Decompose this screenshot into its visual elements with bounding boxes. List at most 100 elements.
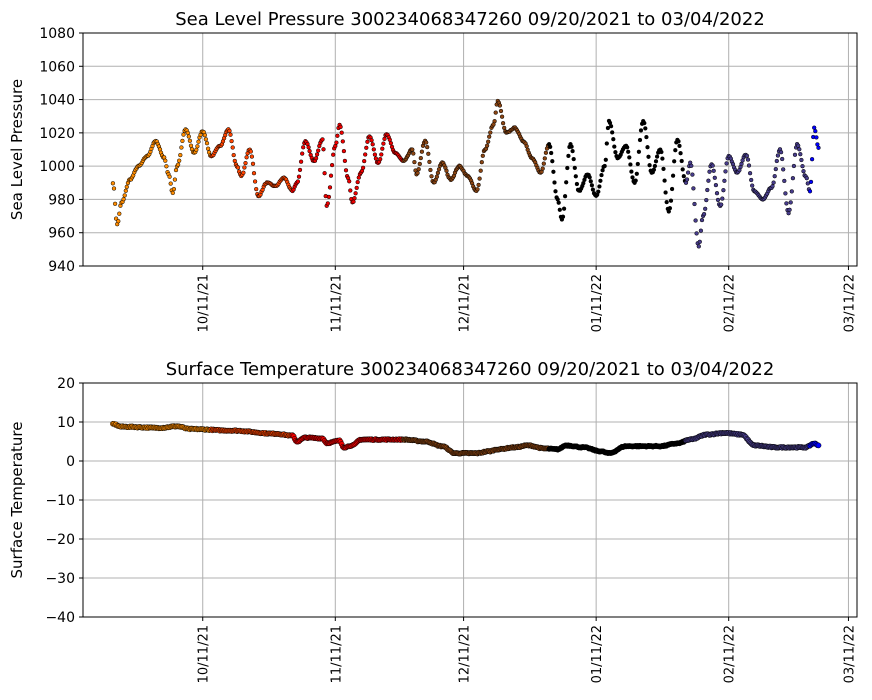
axes-frame [82, 32, 858, 267]
pressure-point [626, 149, 631, 154]
pressure-point [712, 175, 717, 180]
pressure-point [653, 159, 659, 164]
y-tick-label: 1000 [39, 159, 75, 175]
pressure-point [227, 128, 232, 134]
pressure-point [602, 163, 607, 169]
y-tick-label: −40 [45, 610, 75, 626]
pressure-point [362, 158, 367, 164]
pressure-point [195, 144, 200, 149]
pressure-point [784, 201, 789, 206]
pressure-point [669, 186, 675, 192]
pressure-point [353, 191, 358, 196]
pressure-point [772, 174, 777, 179]
pressure-point [679, 158, 684, 164]
y-tick-label: 1080 [39, 26, 75, 42]
pressure-point [723, 169, 728, 174]
pressure-point [497, 103, 503, 108]
pressure-point [185, 130, 190, 136]
pressure-point [647, 163, 652, 168]
pressure-point [410, 147, 415, 152]
pressure-point [635, 161, 640, 167]
pressure-point [228, 132, 233, 137]
y-tick-label: 1020 [39, 126, 75, 142]
pressure-point [744, 153, 750, 158]
pressure-point [571, 156, 576, 162]
pressure-point [202, 133, 208, 138]
pressure-point [365, 139, 370, 144]
pressure-point [588, 179, 593, 184]
pressure-point [499, 114, 505, 119]
pressure-point [427, 159, 432, 165]
pressure-point [243, 160, 248, 166]
pressure-point [322, 171, 327, 176]
pressure-point [636, 149, 642, 154]
pressure-point [355, 179, 360, 185]
pressure-point [600, 168, 605, 173]
x-tick-label: 11/11/21 [329, 625, 344, 683]
pressure-point [780, 156, 785, 162]
pressure-point [179, 145, 184, 150]
pressure-point [599, 172, 604, 178]
pressure-point [313, 156, 319, 161]
pressure-point [380, 146, 385, 151]
pressure-point [415, 170, 420, 176]
pressure-point [783, 191, 788, 196]
pressure-point [388, 141, 394, 146]
pressure-point [329, 162, 335, 168]
pressure-point [187, 138, 193, 143]
pressure-point [347, 179, 352, 184]
x-tick-label: 01/11/22 [590, 625, 605, 683]
pressure-point [429, 174, 434, 179]
pressure-point [542, 156, 547, 161]
pressure-point [111, 186, 117, 191]
pressure-point [436, 167, 442, 172]
pressure-point [704, 197, 709, 203]
pressure-point [572, 165, 577, 171]
x-tick-label: 03/11/22 [842, 625, 857, 683]
pressure-point [168, 181, 173, 186]
pressure-point [327, 185, 333, 190]
pressure-point [363, 152, 368, 157]
pressure-point [110, 181, 116, 186]
pressure-point [552, 180, 557, 185]
pressure-panel: 940 960 980 1000 1020 1040 1060 1080 10/11/21 11/… [8, 9, 858, 332]
pressure-point [163, 158, 168, 163]
pressure-point [378, 156, 383, 162]
pressure-point [180, 138, 185, 144]
pressure-point [479, 160, 484, 165]
temperature-point [815, 442, 822, 449]
pressure-point [685, 170, 691, 175]
pressure-point [719, 202, 724, 207]
pressure-point [477, 176, 482, 181]
pressure-point [381, 141, 386, 146]
pressure-point [770, 184, 775, 189]
pressure-point [774, 158, 779, 164]
pressure-point [659, 149, 664, 155]
pressure-point [320, 137, 325, 142]
pressure-point [799, 157, 804, 163]
pressure-point [175, 162, 181, 167]
pressure-point [306, 145, 311, 150]
pressure-point [565, 165, 570, 171]
pressure-point [787, 207, 792, 212]
pressure-point [694, 231, 699, 236]
pressure-point [177, 158, 182, 163]
pressure-point [411, 151, 416, 156]
pressure-point [343, 168, 349, 173]
pressure-point [587, 175, 592, 180]
pressure-point [800, 164, 805, 169]
pressure-point [297, 167, 303, 173]
pressure-point [231, 152, 236, 158]
pressure-point [493, 110, 498, 115]
pressure-point [342, 158, 348, 164]
pressure-point [654, 154, 660, 159]
pressure-point [809, 157, 815, 162]
pressure-point [123, 188, 128, 193]
y-tick-label: −20 [45, 532, 75, 548]
pressure-point [418, 155, 423, 161]
pressure-point [690, 172, 695, 177]
x-tick-label: 10/11/21 [197, 274, 212, 332]
pressure-point [715, 197, 721, 203]
pressure-point [476, 182, 481, 188]
